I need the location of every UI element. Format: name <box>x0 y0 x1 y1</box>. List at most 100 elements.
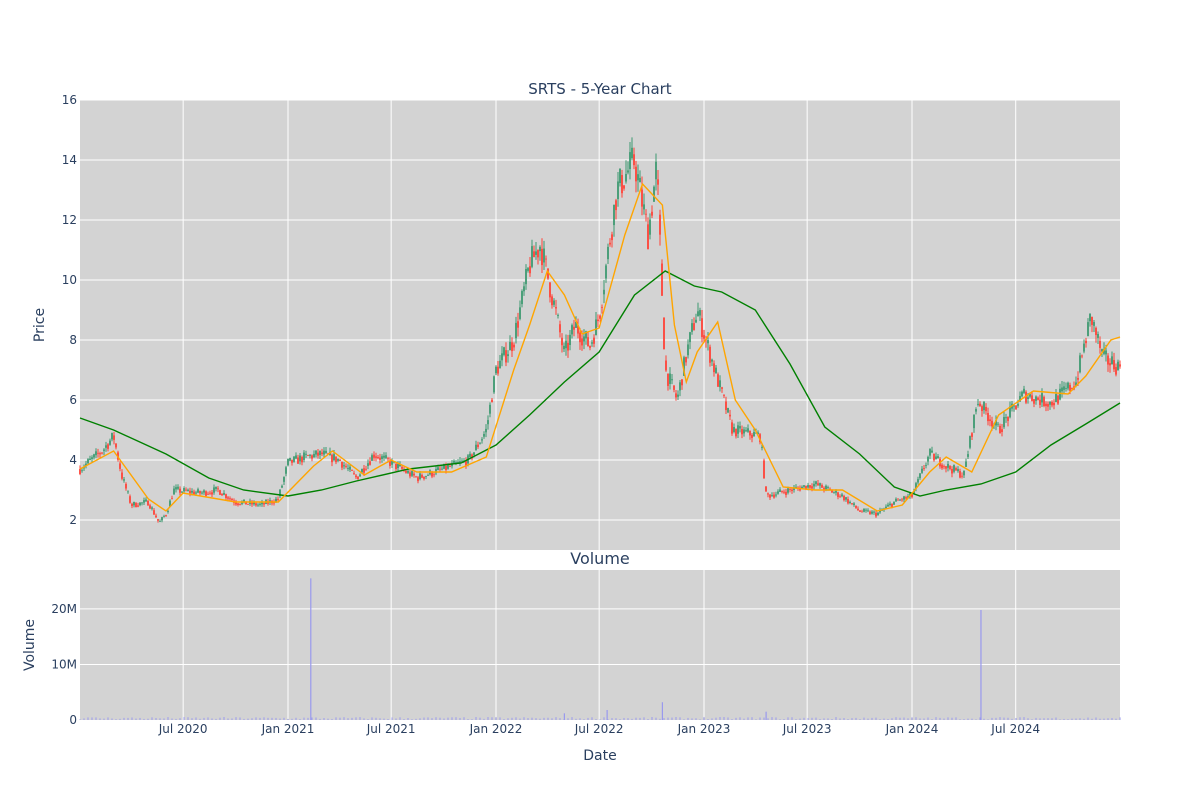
price-chart-title: SRTS - 5-Year Chart <box>528 80 672 98</box>
candlestick <box>521 289 523 308</box>
candlestick <box>645 209 647 222</box>
candle-body <box>875 512 877 517</box>
candle-body <box>87 459 89 464</box>
candle-body <box>983 401 985 411</box>
candle-body <box>663 317 665 350</box>
volume-bar <box>671 717 673 720</box>
candlestick <box>291 459 293 466</box>
candle-body <box>171 498 173 500</box>
candle-body <box>1081 355 1083 357</box>
price-y-tick-label: 2 <box>69 513 77 527</box>
candle-body <box>1023 388 1025 393</box>
candlestick <box>1111 351 1113 365</box>
candle-body <box>399 464 401 467</box>
candle-body <box>1083 343 1085 352</box>
candle-body <box>189 490 191 494</box>
candle-body <box>1095 327 1097 335</box>
candle-body <box>1067 382 1069 389</box>
candle-body <box>617 181 619 200</box>
volume-bar <box>863 717 865 720</box>
volume-bar <box>987 719 989 720</box>
candlestick <box>901 497 903 502</box>
volume-bar <box>663 718 665 720</box>
candle-body <box>979 403 981 406</box>
candle-body <box>315 450 317 455</box>
candlestick <box>853 502 855 507</box>
candlestick <box>749 430 751 440</box>
candlestick <box>635 160 637 193</box>
volume-bar <box>219 717 221 720</box>
candlestick <box>949 465 951 471</box>
candlestick <box>611 231 613 248</box>
price-y-tick-label: 16 <box>62 93 77 107</box>
candle-body <box>115 443 117 448</box>
candle-body <box>455 462 457 464</box>
candle-body <box>1101 349 1103 352</box>
candlestick <box>815 480 817 487</box>
candle-body <box>111 432 113 440</box>
candle-body <box>225 494 227 499</box>
candle-body <box>461 460 463 462</box>
volume-bar <box>575 718 577 720</box>
volume-bar <box>1015 718 1017 720</box>
volume-bar <box>107 717 109 720</box>
candlestick <box>239 503 241 506</box>
candlestick <box>747 424 749 433</box>
candle-body <box>845 497 847 500</box>
candlestick <box>513 342 515 351</box>
candlestick <box>941 463 943 470</box>
candle-body <box>965 461 967 467</box>
volume-bar <box>867 718 869 720</box>
candlestick <box>1065 382 1067 392</box>
candle-body <box>1075 382 1077 386</box>
candle-body <box>259 503 261 505</box>
candle-body <box>1053 402 1055 406</box>
candlestick <box>583 329 585 350</box>
candlestick <box>1115 363 1117 377</box>
volume-bar <box>79 719 81 720</box>
candlestick <box>93 453 95 460</box>
candlestick <box>963 470 965 479</box>
volume-plot-area[interactable] <box>80 570 1120 720</box>
volume-bar <box>375 717 377 720</box>
candle-body <box>719 380 721 388</box>
candle-body <box>947 463 949 468</box>
candlestick <box>423 476 425 481</box>
candle-body <box>633 154 635 166</box>
candle-body <box>707 340 709 344</box>
candle-body <box>533 251 535 258</box>
candle-body <box>585 331 587 339</box>
volume-bar <box>163 718 165 720</box>
candlestick <box>91 455 93 463</box>
candle-body <box>207 493 209 495</box>
candle-body <box>347 468 349 469</box>
volume-bar <box>1019 717 1021 720</box>
volume-bar <box>847 719 849 720</box>
volume-bar <box>887 718 889 720</box>
volume-bar <box>771 717 773 720</box>
candlestick <box>305 450 307 458</box>
candle-body <box>205 491 207 496</box>
candle-body <box>361 468 363 473</box>
candlestick <box>779 487 781 492</box>
candle-body <box>255 503 257 506</box>
candle-body <box>857 508 859 510</box>
volume-bar <box>487 717 489 720</box>
volume-bar <box>719 717 721 720</box>
candle-body <box>769 494 771 498</box>
candlestick <box>761 444 763 451</box>
candlestick <box>85 460 87 469</box>
candlestick <box>149 503 151 510</box>
candlestick <box>1085 337 1087 348</box>
candle-body <box>775 494 777 496</box>
candlestick <box>261 499 263 507</box>
candle-body <box>1119 364 1121 367</box>
candlestick <box>401 465 403 471</box>
candle-body <box>1019 396 1021 402</box>
candle-body <box>621 175 623 194</box>
candlestick <box>207 491 209 496</box>
volume-bar <box>879 719 881 720</box>
candlestick <box>499 354 501 369</box>
volume-bar <box>947 717 949 720</box>
volume-bar <box>811 717 813 720</box>
